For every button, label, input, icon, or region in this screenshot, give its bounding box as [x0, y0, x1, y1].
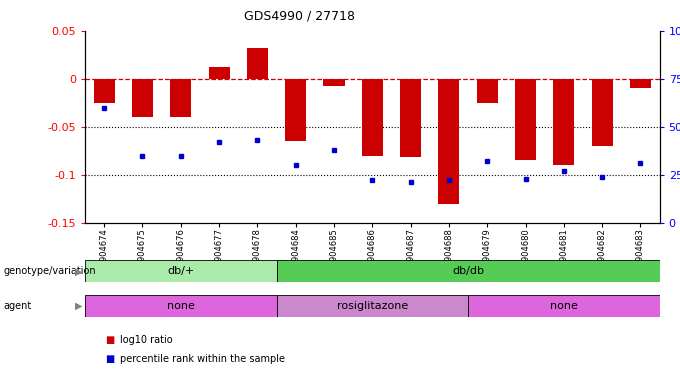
Text: none: none	[550, 301, 578, 311]
Bar	[277, 260, 660, 282]
Bar	[209, 67, 230, 79]
Bar	[85, 295, 277, 317]
Bar	[630, 79, 651, 88]
Bar	[85, 260, 277, 282]
Text: rosiglitazone: rosiglitazone	[337, 301, 408, 311]
Text: db/db: db/db	[452, 266, 484, 276]
Text: ▶: ▶	[75, 266, 83, 276]
Bar	[477, 79, 498, 103]
Bar	[400, 79, 421, 157]
Bar	[554, 79, 575, 165]
Text: none: none	[167, 301, 194, 311]
Text: agent: agent	[3, 301, 32, 311]
Bar	[285, 79, 306, 141]
Bar	[94, 79, 115, 103]
Text: ▶: ▶	[75, 301, 83, 311]
Text: percentile rank within the sample: percentile rank within the sample	[120, 354, 286, 364]
Bar	[592, 79, 613, 146]
Text: ■: ■	[105, 335, 115, 345]
Bar	[277, 295, 468, 317]
Text: ■: ■	[105, 354, 115, 364]
Text: genotype/variation: genotype/variation	[3, 266, 96, 276]
Bar	[439, 79, 460, 204]
Text: GDS4990 / 27718: GDS4990 / 27718	[243, 10, 355, 23]
Bar	[468, 295, 660, 317]
Bar	[324, 79, 345, 86]
Bar	[170, 79, 191, 117]
Bar	[132, 79, 153, 117]
Text: db/+: db/+	[167, 266, 194, 276]
Text: log10 ratio: log10 ratio	[120, 335, 173, 345]
Bar	[247, 48, 268, 79]
Bar	[515, 79, 536, 161]
Bar	[362, 79, 383, 156]
